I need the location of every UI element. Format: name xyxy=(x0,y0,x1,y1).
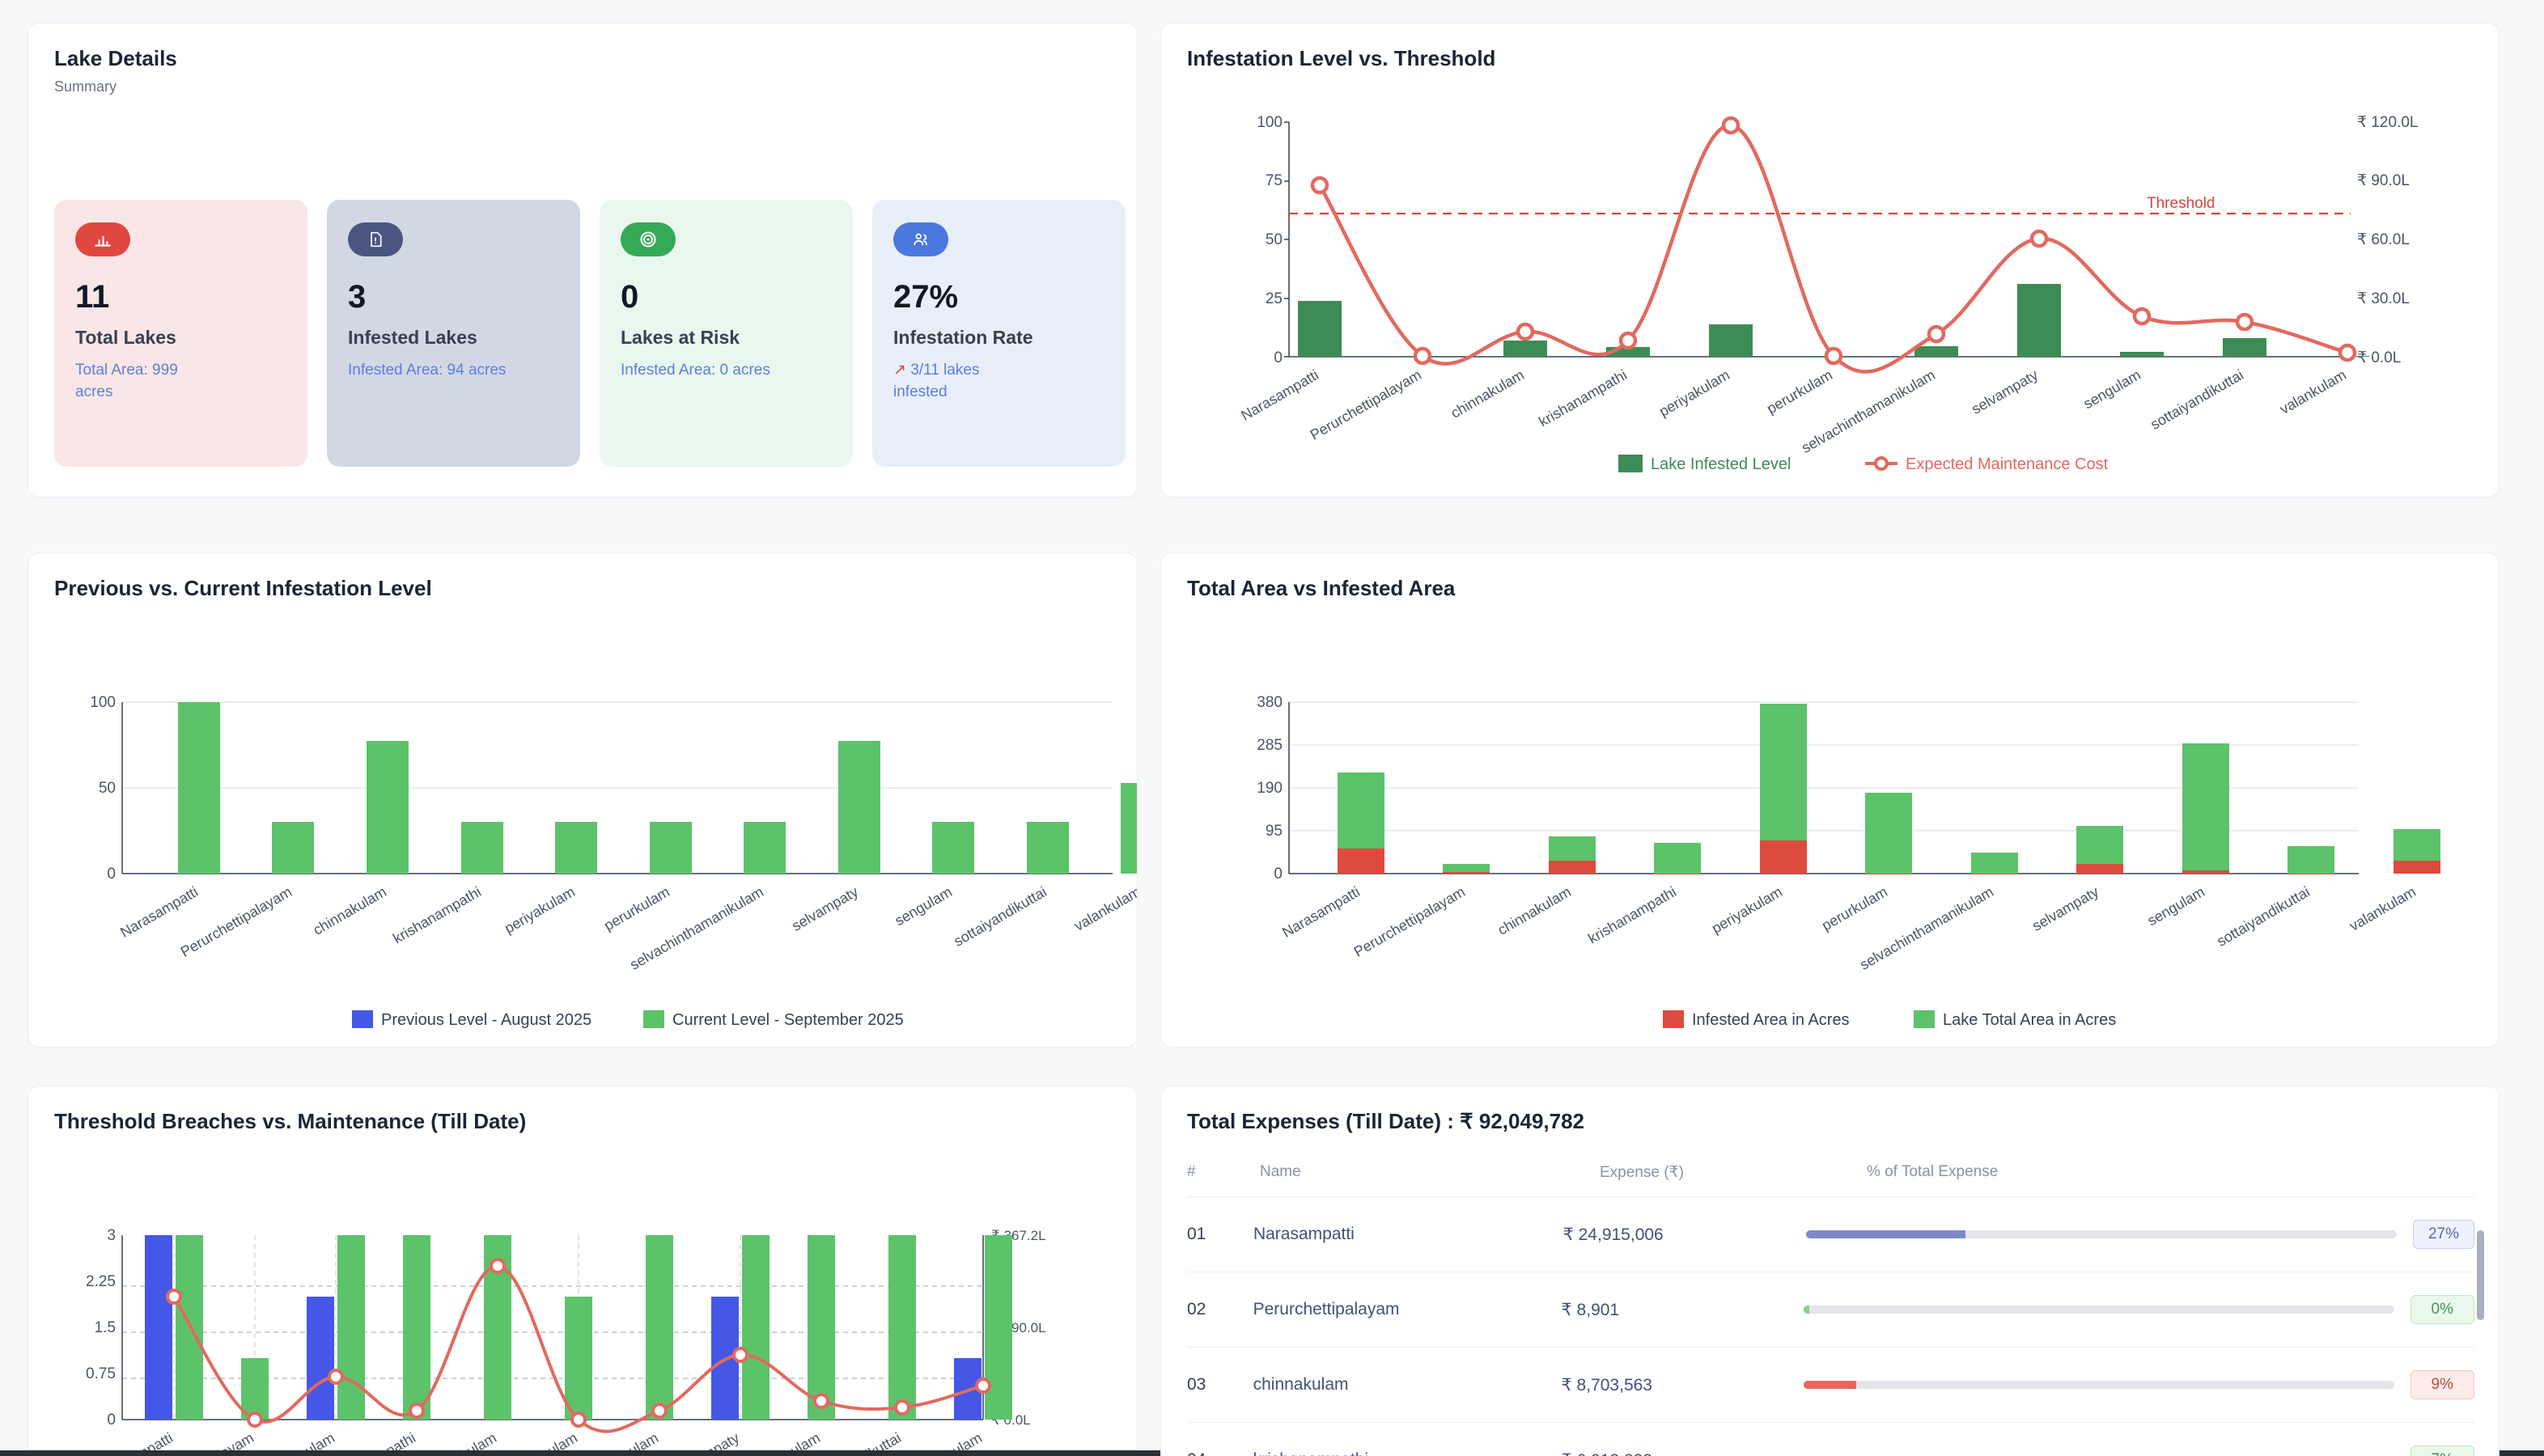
svg-text:perurkulam: perurkulam xyxy=(1819,883,1890,933)
svg-text:valankulam: valankulam xyxy=(1071,883,1138,934)
svg-text:Threshold: Threshold xyxy=(2147,195,2215,212)
svg-text:selvampaty: selvampaty xyxy=(789,883,861,934)
svg-text:285: 285 xyxy=(1257,737,1283,754)
svg-text:₹ 60.0L: ₹ 60.0L xyxy=(2357,231,2410,248)
svg-text:100: 100 xyxy=(90,694,116,711)
svg-text:valankulam: valankulam xyxy=(2277,366,2349,417)
svg-text:Narasampatti: Narasampatti xyxy=(117,883,201,941)
svg-text:₹ 0.0L: ₹ 0.0L xyxy=(2357,349,2401,366)
svg-text:100: 100 xyxy=(1257,114,1283,131)
svg-text:valankulam: valankulam xyxy=(2347,883,2419,934)
svg-text:380: 380 xyxy=(1257,694,1283,711)
svg-text:75: 75 xyxy=(1266,172,1283,189)
svg-text:sottaiyandikuttai: sottaiyandikuttai xyxy=(951,883,1049,950)
svg-text:₹ 120.0L: ₹ 120.0L xyxy=(2357,114,2418,131)
svg-text:krishanampathi: krishanampathi xyxy=(390,883,484,946)
svg-text:chinnakulam: chinnakulam xyxy=(1448,366,1527,421)
svg-text:periyakulam: periyakulam xyxy=(502,883,578,937)
svg-text:chinnakulam: chinnakulam xyxy=(1495,883,1574,938)
svg-text:sengulam: sengulam xyxy=(892,883,955,929)
svg-text:perurkulam: perurkulam xyxy=(1764,366,1835,417)
svg-text:periyakulam: periyakulam xyxy=(1656,366,1732,420)
svg-text:krishanampathi: krishanampathi xyxy=(1585,883,1679,946)
svg-text:0: 0 xyxy=(1274,866,1283,882)
svg-text:0: 0 xyxy=(107,866,116,882)
svg-text:50: 50 xyxy=(1266,231,1283,248)
svg-text:Current Level - September 2025: Current Level - September 2025 xyxy=(672,1011,904,1029)
svg-text:selvampaty: selvampaty xyxy=(2029,883,2101,934)
svg-text:0: 0 xyxy=(107,1412,116,1428)
svg-text:Narasampatti: Narasampatti xyxy=(1238,366,1321,424)
svg-text:sottaiyandikuttai: sottaiyandikuttai xyxy=(2214,883,2313,950)
svg-text:₹ 30.0L: ₹ 30.0L xyxy=(2357,290,2410,307)
svg-text:₹ 90.0L: ₹ 90.0L xyxy=(2357,172,2410,189)
svg-text:sengulam: sengulam xyxy=(2144,883,2207,929)
svg-text:3: 3 xyxy=(107,1227,116,1244)
svg-text:0.75: 0.75 xyxy=(86,1365,116,1382)
svg-text:Previous Level - August 2025: Previous Level - August 2025 xyxy=(381,1011,591,1029)
svg-text:chinnakulam: chinnakulam xyxy=(310,883,389,938)
svg-text:Expected Maintenance Cost: Expected Maintenance Cost xyxy=(1906,455,2109,473)
svg-text:95: 95 xyxy=(1266,823,1283,840)
svg-text:sottaiyandikuttai: sottaiyandikuttai xyxy=(2148,366,2246,433)
svg-text:krishanampathi: krishanampathi xyxy=(1536,366,1630,430)
svg-text:Infested Area in Acres: Infested Area in Acres xyxy=(1692,1011,1850,1029)
svg-text:Lake Total Area in Acres: Lake Total Area in Acres xyxy=(1943,1011,2116,1029)
svg-text:Narasampatti: Narasampatti xyxy=(1279,883,1363,941)
svg-text:25: 25 xyxy=(1266,290,1283,307)
svg-text:Perurchettipalayam: Perurchettipalayam xyxy=(1351,883,1468,960)
svg-text:sengulam: sengulam xyxy=(2080,366,2143,412)
svg-text:190: 190 xyxy=(1257,780,1283,797)
svg-text:Lake Infested Level: Lake Infested Level xyxy=(1651,455,1791,473)
svg-text:0: 0 xyxy=(1274,349,1283,366)
svg-text:2.25: 2.25 xyxy=(86,1273,116,1290)
svg-text:selvampaty: selvampaty xyxy=(1969,366,2041,417)
svg-text:Perurchettipalayam: Perurchettipalayam xyxy=(1308,366,1424,443)
svg-text:perurkulam: perurkulam xyxy=(601,883,672,933)
svg-text:1.5: 1.5 xyxy=(95,1319,116,1336)
svg-text:periyakulam: periyakulam xyxy=(1709,883,1785,937)
svg-text:50: 50 xyxy=(99,780,116,797)
